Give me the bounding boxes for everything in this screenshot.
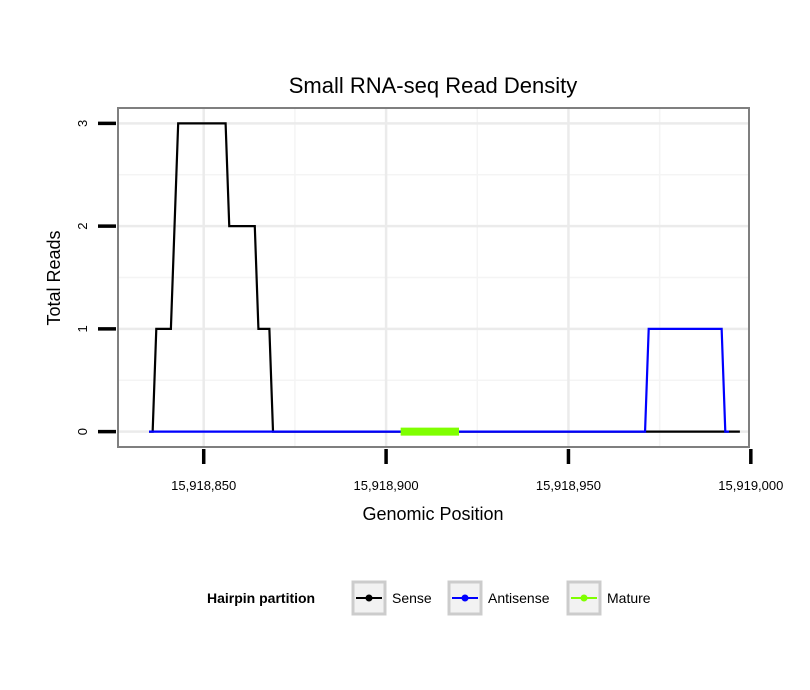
x-tick-label: 15,919,000 <box>718 478 783 493</box>
legend: Hairpin partition Sense Antisense Mature <box>207 580 651 616</box>
y-axis-title: Total Reads <box>44 230 64 325</box>
legend-dot-sense <box>365 594 373 602</box>
legend-dot-mature <box>580 594 588 602</box>
legend-dot-antisense <box>461 594 469 602</box>
legend-label-antisense: Antisense <box>488 590 550 606</box>
y-axis: 0 1 2 3 <box>75 120 116 435</box>
x-tick-label: 15,918,950 <box>536 478 601 493</box>
x-axis-title: Genomic Position <box>362 504 503 524</box>
x-tick-label: 15,918,900 <box>354 478 419 493</box>
legend-item-antisense: Antisense <box>447 580 550 616</box>
chart-title: Small RNA-seq Read Density <box>289 73 578 98</box>
legend-item-sense: Sense <box>351 580 432 616</box>
series-line-antisense <box>149 327 729 433</box>
legend-item-mature: Mature <box>566 580 651 616</box>
y-tick-label: 0 <box>75 428 90 435</box>
y-tick-label: 2 <box>75 223 90 230</box>
x-axis: 15,918,850 15,918,900 15,918,950 15,919,000 <box>171 449 783 493</box>
legend-label-sense: Sense <box>392 590 432 606</box>
y-tick-label: 3 <box>75 120 90 127</box>
series-line-sense <box>149 122 740 433</box>
plot-panel-border <box>117 107 750 448</box>
y-tick-label: 1 <box>75 325 90 332</box>
grid <box>118 108 749 447</box>
x-tick-label: 15,918,850 <box>171 478 236 493</box>
series-layer <box>149 122 740 436</box>
legend-title: Hairpin partition <box>207 590 315 606</box>
legend-label-mature: Mature <box>607 590 651 606</box>
